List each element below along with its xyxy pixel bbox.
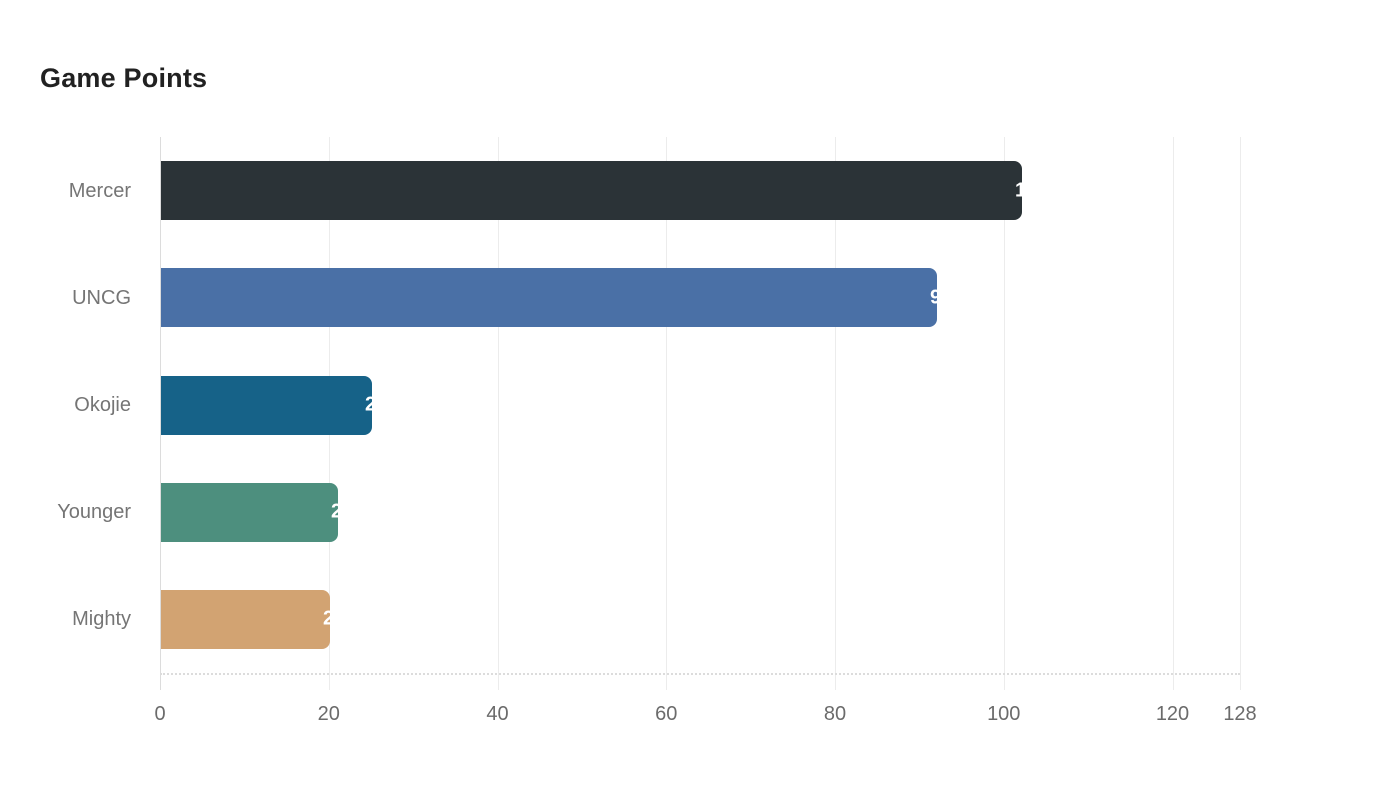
- bar-okojie[interactable]: 25: [161, 375, 372, 435]
- bar-mighty[interactable]: 20: [161, 589, 330, 649]
- gridline-x-40: [497, 137, 499, 690]
- category-label-mighty: Mighty: [72, 608, 131, 631]
- chart-title: Game Points: [40, 63, 208, 93]
- x-tick-label-100: 100: [987, 703, 1021, 725]
- x-tick-label-80: 80: [823, 703, 847, 725]
- x-tick-label-40: 40: [486, 703, 509, 725]
- value-label-younger: 21: [331, 500, 338, 523]
- gridline-x-128: [1240, 137, 1241, 690]
- value-label-mighty: 20: [323, 607, 330, 630]
- category-label-younger: Younger: [57, 501, 131, 524]
- bar-mercer[interactable]: 102: [161, 161, 1022, 221]
- category-label-mercer: Mercer: [68, 179, 131, 202]
- gridline-x-0: [160, 137, 161, 690]
- bar-younger[interactable]: 21: [161, 482, 338, 542]
- x-tick-label-0: 0: [154, 703, 166, 725]
- category-label-okojie: Okojie: [74, 394, 131, 416]
- x-tick-label-60: 60: [655, 703, 678, 725]
- category-label-uncg: UNCG: [72, 286, 131, 309]
- x-tick-label-120: 120: [1155, 703, 1190, 725]
- value-label-okojie: 25: [365, 393, 372, 416]
- bar-uncg[interactable]: 92: [161, 268, 937, 328]
- x-tick-label-20: 20: [317, 703, 340, 725]
- gridline-x-100: [1003, 137, 1005, 690]
- gridline-x-80: [835, 137, 836, 690]
- gridline-x-60: [666, 137, 668, 690]
- value-label-mercer: 102: [1015, 179, 1022, 202]
- x-tick-label-128: 128: [1223, 703, 1257, 725]
- gridline-x-120: [1172, 137, 1174, 690]
- x-axis-baseline: [160, 673, 1240, 675]
- value-label-uncg: 92: [930, 286, 937, 309]
